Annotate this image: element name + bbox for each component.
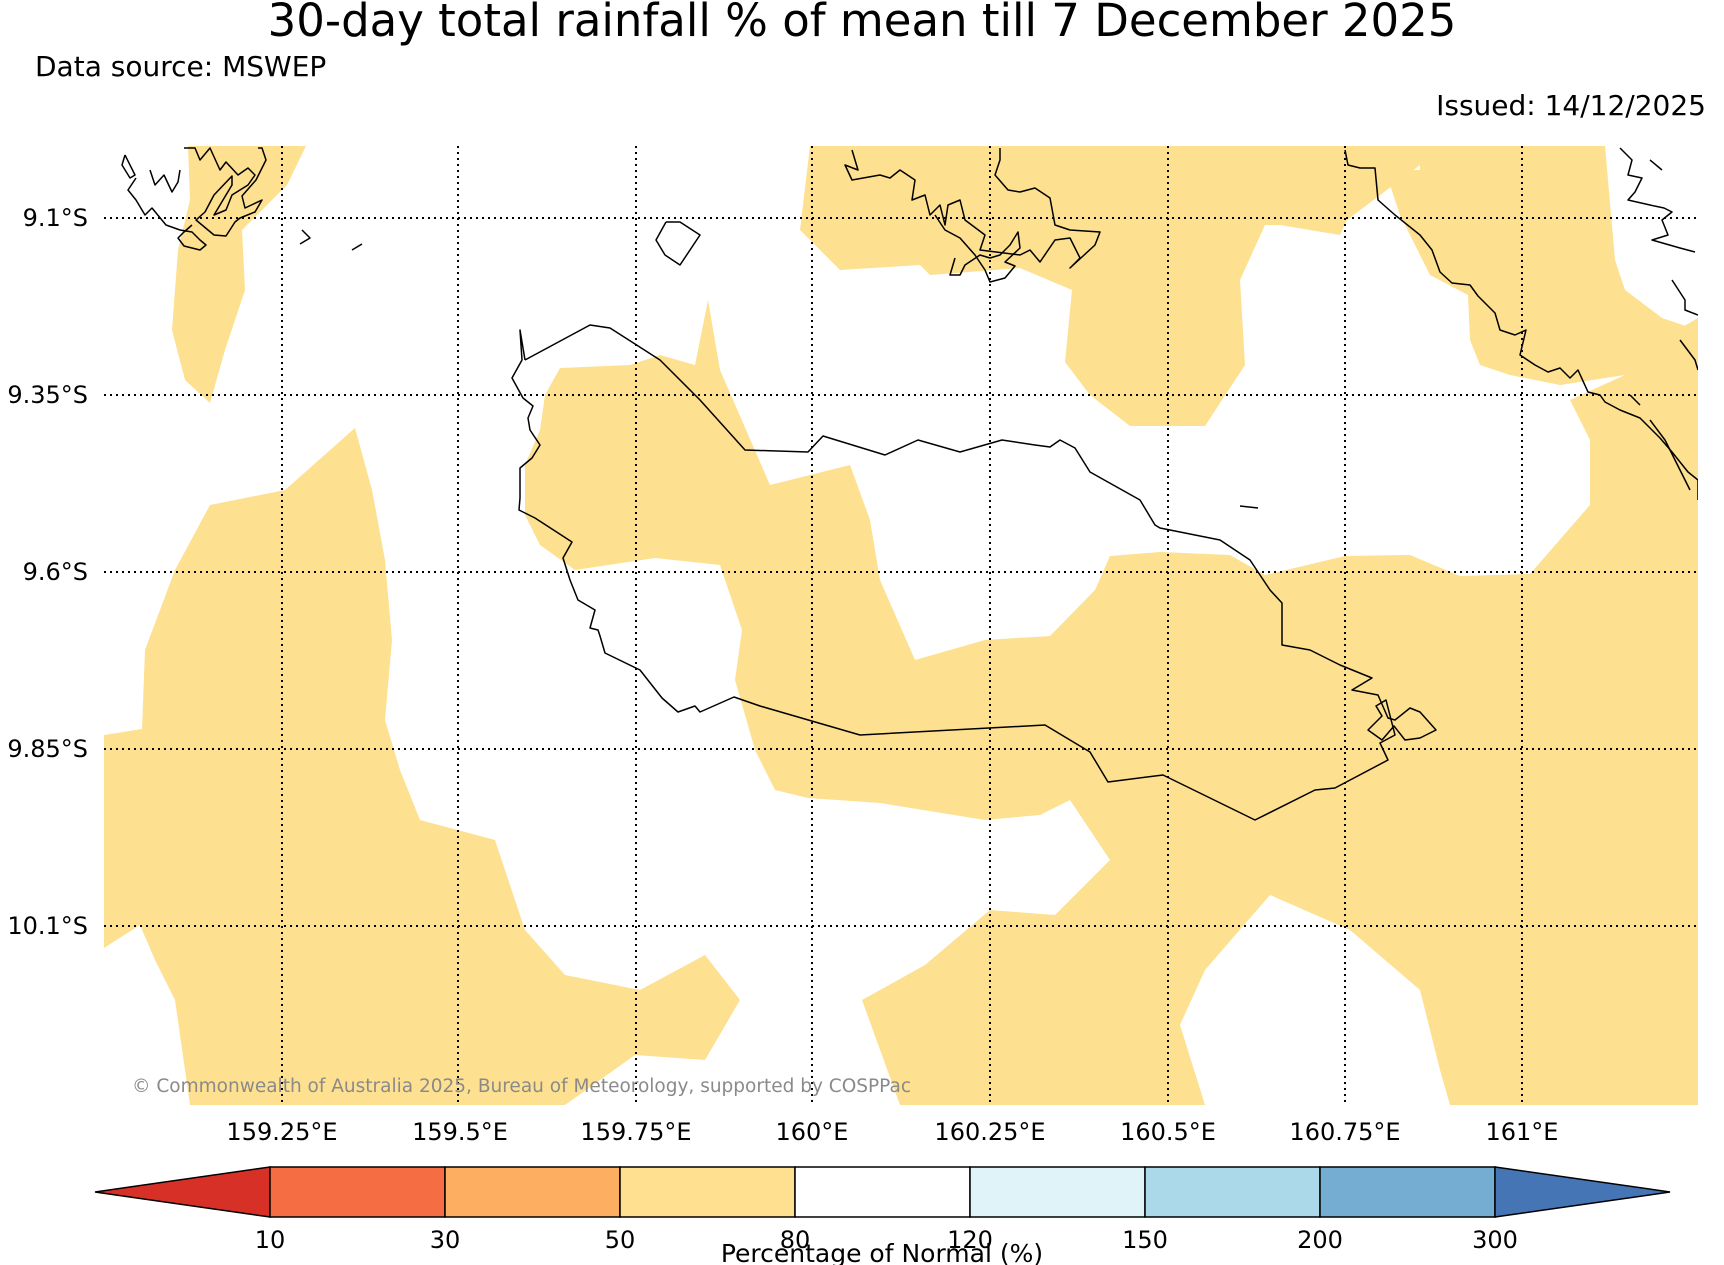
data-source-label: Data source: MSWEP	[35, 50, 326, 83]
latitude-labels: 9.1°S 9.35°S 9.6°S 9.85°S 10.1°S	[7, 204, 88, 940]
coastline-islet-4	[1239, 505, 1259, 509]
colorbar-bin	[269, 1166, 446, 1218]
coastline-florida-islands	[844, 148, 1101, 269]
shade-region-northcentral	[800, 146, 1470, 426]
lon-label: 160.25°E	[934, 1118, 1045, 1146]
colorbar-bin	[444, 1166, 621, 1218]
colorbar-tick-label: 50	[605, 1226, 636, 1254]
lat-label: 9.85°S	[7, 735, 88, 763]
shade-region-central	[525, 300, 1698, 1105]
colorbar-bin	[969, 1166, 1146, 1218]
coastline-northwest-islands-3	[127, 177, 207, 251]
rainfall-shading	[104, 146, 1698, 1105]
shade-region-west	[104, 428, 740, 1105]
coastline-malaita-east-6	[1629, 394, 1641, 406]
coastline-northwest-islands	[121, 154, 136, 179]
colorbar-tick-label: 30	[430, 1226, 461, 1254]
lat-label: 9.1°S	[23, 204, 88, 232]
lon-label: 159.5°E	[412, 1118, 508, 1146]
lon-label: 159.25°E	[226, 1118, 337, 1146]
colorbar-bin	[619, 1166, 796, 1218]
graticule	[104, 146, 1698, 1105]
coastline-islet-1	[655, 221, 701, 266]
coastline-guadalcanal	[511, 324, 1437, 821]
lon-label: 161°E	[1486, 1118, 1559, 1146]
coastlines	[121, 147, 1698, 821]
map-title: 30-day total rainfall % of mean till 7 D…	[268, 0, 1457, 47]
coastline-islet-2	[299, 229, 311, 245]
colorbar-tick-label: 120	[947, 1226, 993, 1254]
colorbar-tick-label: 200	[1297, 1226, 1343, 1254]
map-area: © Commonwealth of Australia 2025, Bureau…	[104, 146, 1698, 1105]
colorbar-tick-label: 150	[1122, 1226, 1168, 1254]
coastline-malaita-east-4	[1679, 339, 1698, 371]
colorbar-bin	[1144, 1166, 1321, 1218]
lon-label: 160.75°E	[1289, 1118, 1400, 1146]
coastline-northwest-islands-2	[184, 147, 267, 237]
coastline-northwest-islands-4	[149, 169, 181, 193]
colorbar-legend: 10 30 50 80 120 150 200 300 Percentage o…	[94, 1166, 1671, 1265]
coastline-malaita-east	[1619, 147, 1696, 253]
coastline-malaita-east-2	[1649, 159, 1663, 171]
lat-label: 9.35°S	[7, 381, 88, 409]
colorbar-bin	[794, 1166, 971, 1218]
coastline-malaita-east-3	[1671, 279, 1698, 316]
lat-label: 9.6°S	[23, 558, 88, 586]
colorbar-bin	[1319, 1166, 1496, 1218]
colorbar-extend-high	[1494, 1166, 1671, 1218]
lon-label: 160°E	[776, 1118, 849, 1146]
issued-date: Issued: 14/12/2025	[1436, 89, 1706, 122]
colorbar-tick-label: 10	[255, 1226, 286, 1254]
longitude-labels: 159.25°E 159.5°E 159.75°E 160°E 160.25°E…	[226, 1118, 1558, 1146]
lat-label: 10.1°S	[7, 912, 88, 940]
coastline-malaita	[1344, 149, 1698, 500]
coastline-islet-3	[351, 243, 363, 251]
shade-region-northeast	[1385, 146, 1698, 395]
coastline-malaita-east-5	[1649, 419, 1691, 491]
colorbar-tick-label: 80	[780, 1226, 811, 1254]
colorbar-tick-label: 300	[1472, 1226, 1518, 1254]
colorbar-extend-low	[94, 1166, 271, 1218]
colorbar-title: Percentage of Normal (%)	[721, 1239, 1043, 1265]
coastline-florida-islands-2	[934, 214, 1021, 283]
copyright-notice: © Commonwealth of Australia 2025, Bureau…	[132, 1076, 911, 1097]
lon-label: 159.75°E	[580, 1118, 691, 1146]
lon-label: 160.5°E	[1120, 1118, 1216, 1146]
